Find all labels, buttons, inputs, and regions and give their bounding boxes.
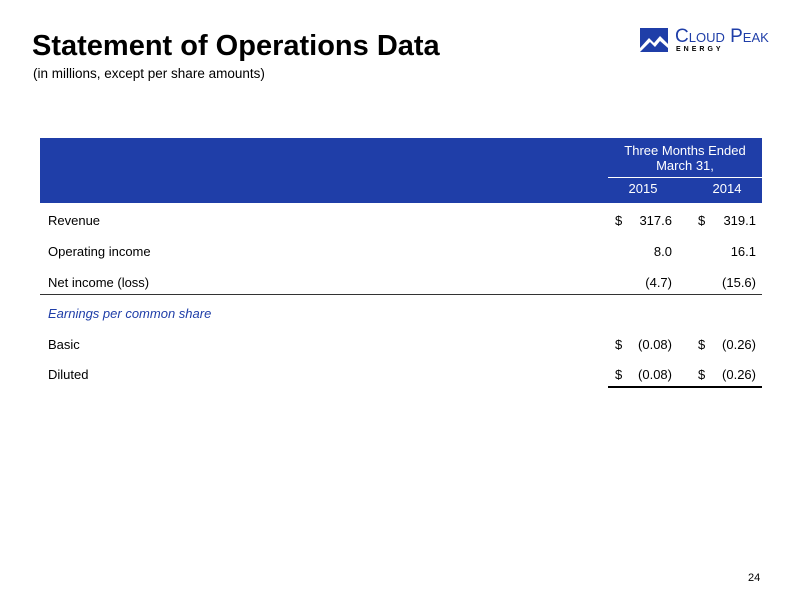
column-header: 2015 (628, 181, 658, 196)
header-rule (608, 177, 762, 178)
currency-sign: $ (615, 367, 623, 382)
currency-sign: $ (615, 337, 623, 352)
currency-sign: $ (698, 213, 706, 228)
cell-value: (4.7) (645, 275, 672, 290)
currency-sign: $ (698, 367, 706, 382)
cell-value: 16.1 (730, 244, 756, 259)
logo-name: Cloud Peak (675, 26, 769, 47)
cell-value: (0.26) (722, 337, 756, 352)
logo-tagline: ENERGY (676, 46, 724, 53)
cell-value: (0.26) (722, 367, 756, 382)
logo-icon (640, 28, 668, 52)
row-label: Revenue (48, 213, 101, 228)
period-header: Three Months Ended March 31, (624, 143, 746, 173)
currency-sign: $ (698, 337, 706, 352)
row-label: Operating income (48, 244, 151, 259)
row-label: Diluted (48, 367, 89, 382)
cell-value: (0.08) (638, 367, 672, 382)
cell-value: (0.08) (638, 337, 672, 352)
table-header-band (40, 138, 762, 203)
section-label: Earnings per common share (48, 306, 212, 321)
row-label: Net income (loss) (48, 275, 150, 290)
total-rule (608, 386, 762, 388)
subtitle: (in millions, except per share amounts) (33, 66, 265, 81)
cell-value: 8.0 (653, 244, 672, 259)
column-header: 2014 (712, 181, 742, 196)
page-number: 24 (748, 572, 761, 584)
section-rule (40, 294, 762, 295)
row-label: Basic (48, 337, 80, 352)
title: Statement of Operations Data (32, 30, 440, 62)
cell-value: 317.6 (639, 213, 672, 228)
cell-value: 319.1 (723, 213, 756, 228)
cell-value: (15.6) (722, 275, 756, 290)
currency-sign: $ (615, 213, 623, 228)
